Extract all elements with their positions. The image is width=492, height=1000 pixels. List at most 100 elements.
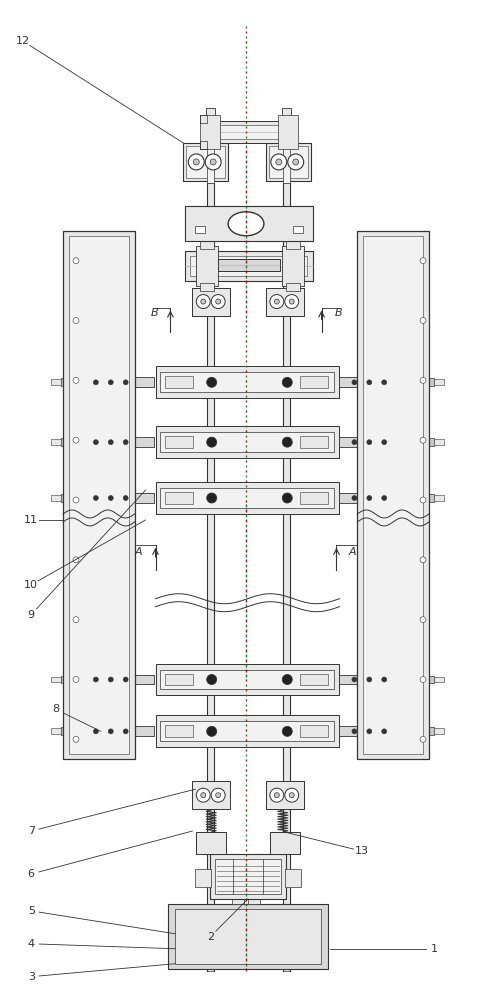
Bar [248, 884, 260, 904]
Bar [63, 231, 135, 759]
Bar [76, 493, 154, 503]
Bar [397, 674, 417, 685]
Bar [434, 728, 444, 734]
Bar [61, 727, 76, 735]
Bar [76, 376, 96, 388]
Circle shape [123, 440, 128, 445]
Bar [300, 492, 328, 504]
Circle shape [420, 377, 426, 383]
Bar [61, 676, 76, 683]
Circle shape [205, 154, 221, 170]
Bar [434, 677, 444, 682]
Bar [51, 677, 61, 682]
Bar [165, 492, 193, 504]
Text: 5: 5 [28, 906, 35, 916]
Circle shape [108, 677, 113, 682]
Bar [434, 379, 444, 385]
Circle shape [201, 299, 206, 304]
Circle shape [275, 299, 279, 304]
Bar [212, 125, 286, 139]
Circle shape [420, 736, 426, 742]
Bar [397, 492, 417, 504]
Circle shape [108, 729, 113, 734]
Bar [165, 674, 193, 685]
Circle shape [193, 159, 199, 165]
Circle shape [108, 380, 113, 385]
Bar [51, 495, 61, 501]
Text: $A$: $A$ [348, 545, 358, 557]
Circle shape [215, 793, 220, 798]
Bar [419, 676, 434, 683]
Circle shape [73, 437, 79, 443]
Bar [186, 146, 225, 178]
Bar [339, 675, 417, 684]
Circle shape [420, 318, 426, 323]
Circle shape [352, 729, 357, 734]
Bar [232, 884, 244, 904]
Bar [165, 725, 193, 737]
Bar [196, 246, 218, 286]
Circle shape [352, 677, 357, 682]
Bar [192, 781, 230, 809]
Bar [278, 115, 298, 149]
Circle shape [93, 440, 98, 445]
Bar [419, 438, 434, 446]
Bar [207, 121, 291, 143]
Bar [155, 664, 339, 695]
Circle shape [420, 497, 426, 503]
Circle shape [207, 437, 216, 447]
Bar [155, 482, 339, 514]
Circle shape [289, 793, 294, 798]
Bar [282, 108, 291, 123]
Circle shape [73, 258, 79, 264]
Circle shape [215, 299, 220, 304]
Circle shape [73, 617, 79, 623]
Bar [283, 183, 290, 971]
Bar [286, 283, 300, 291]
Text: $B$: $B$ [150, 306, 158, 318]
Bar [282, 246, 304, 286]
Bar [207, 118, 214, 183]
Circle shape [352, 440, 357, 445]
Circle shape [73, 557, 79, 563]
Bar [160, 670, 334, 689]
Bar [339, 377, 417, 387]
Circle shape [196, 788, 210, 802]
Text: 1: 1 [430, 944, 437, 954]
Bar [69, 236, 129, 754]
Circle shape [420, 258, 426, 264]
Circle shape [289, 299, 294, 304]
Text: 7: 7 [28, 826, 35, 836]
Text: $B$: $B$ [334, 306, 342, 318]
Bar [419, 494, 434, 502]
Bar [184, 143, 228, 181]
Circle shape [207, 377, 216, 387]
Bar [266, 288, 304, 316]
Bar [270, 832, 300, 854]
Circle shape [420, 677, 426, 682]
Bar [285, 869, 301, 887]
Bar [155, 426, 339, 458]
Bar [76, 674, 96, 685]
Bar [283, 118, 290, 183]
Bar [165, 436, 193, 448]
Circle shape [123, 380, 128, 385]
Circle shape [108, 440, 113, 445]
Circle shape [210, 159, 216, 165]
Circle shape [201, 793, 206, 798]
Bar [61, 378, 76, 386]
Circle shape [123, 729, 128, 734]
Circle shape [420, 437, 426, 443]
Bar [76, 436, 96, 448]
Text: 11: 11 [24, 515, 38, 525]
Bar [195, 226, 205, 233]
Bar [419, 378, 434, 386]
Bar [165, 376, 193, 388]
Bar [300, 376, 328, 388]
Bar [266, 143, 310, 181]
Bar [266, 781, 304, 809]
Circle shape [367, 440, 372, 445]
Circle shape [275, 793, 279, 798]
Ellipse shape [228, 212, 264, 236]
Bar [397, 725, 417, 737]
